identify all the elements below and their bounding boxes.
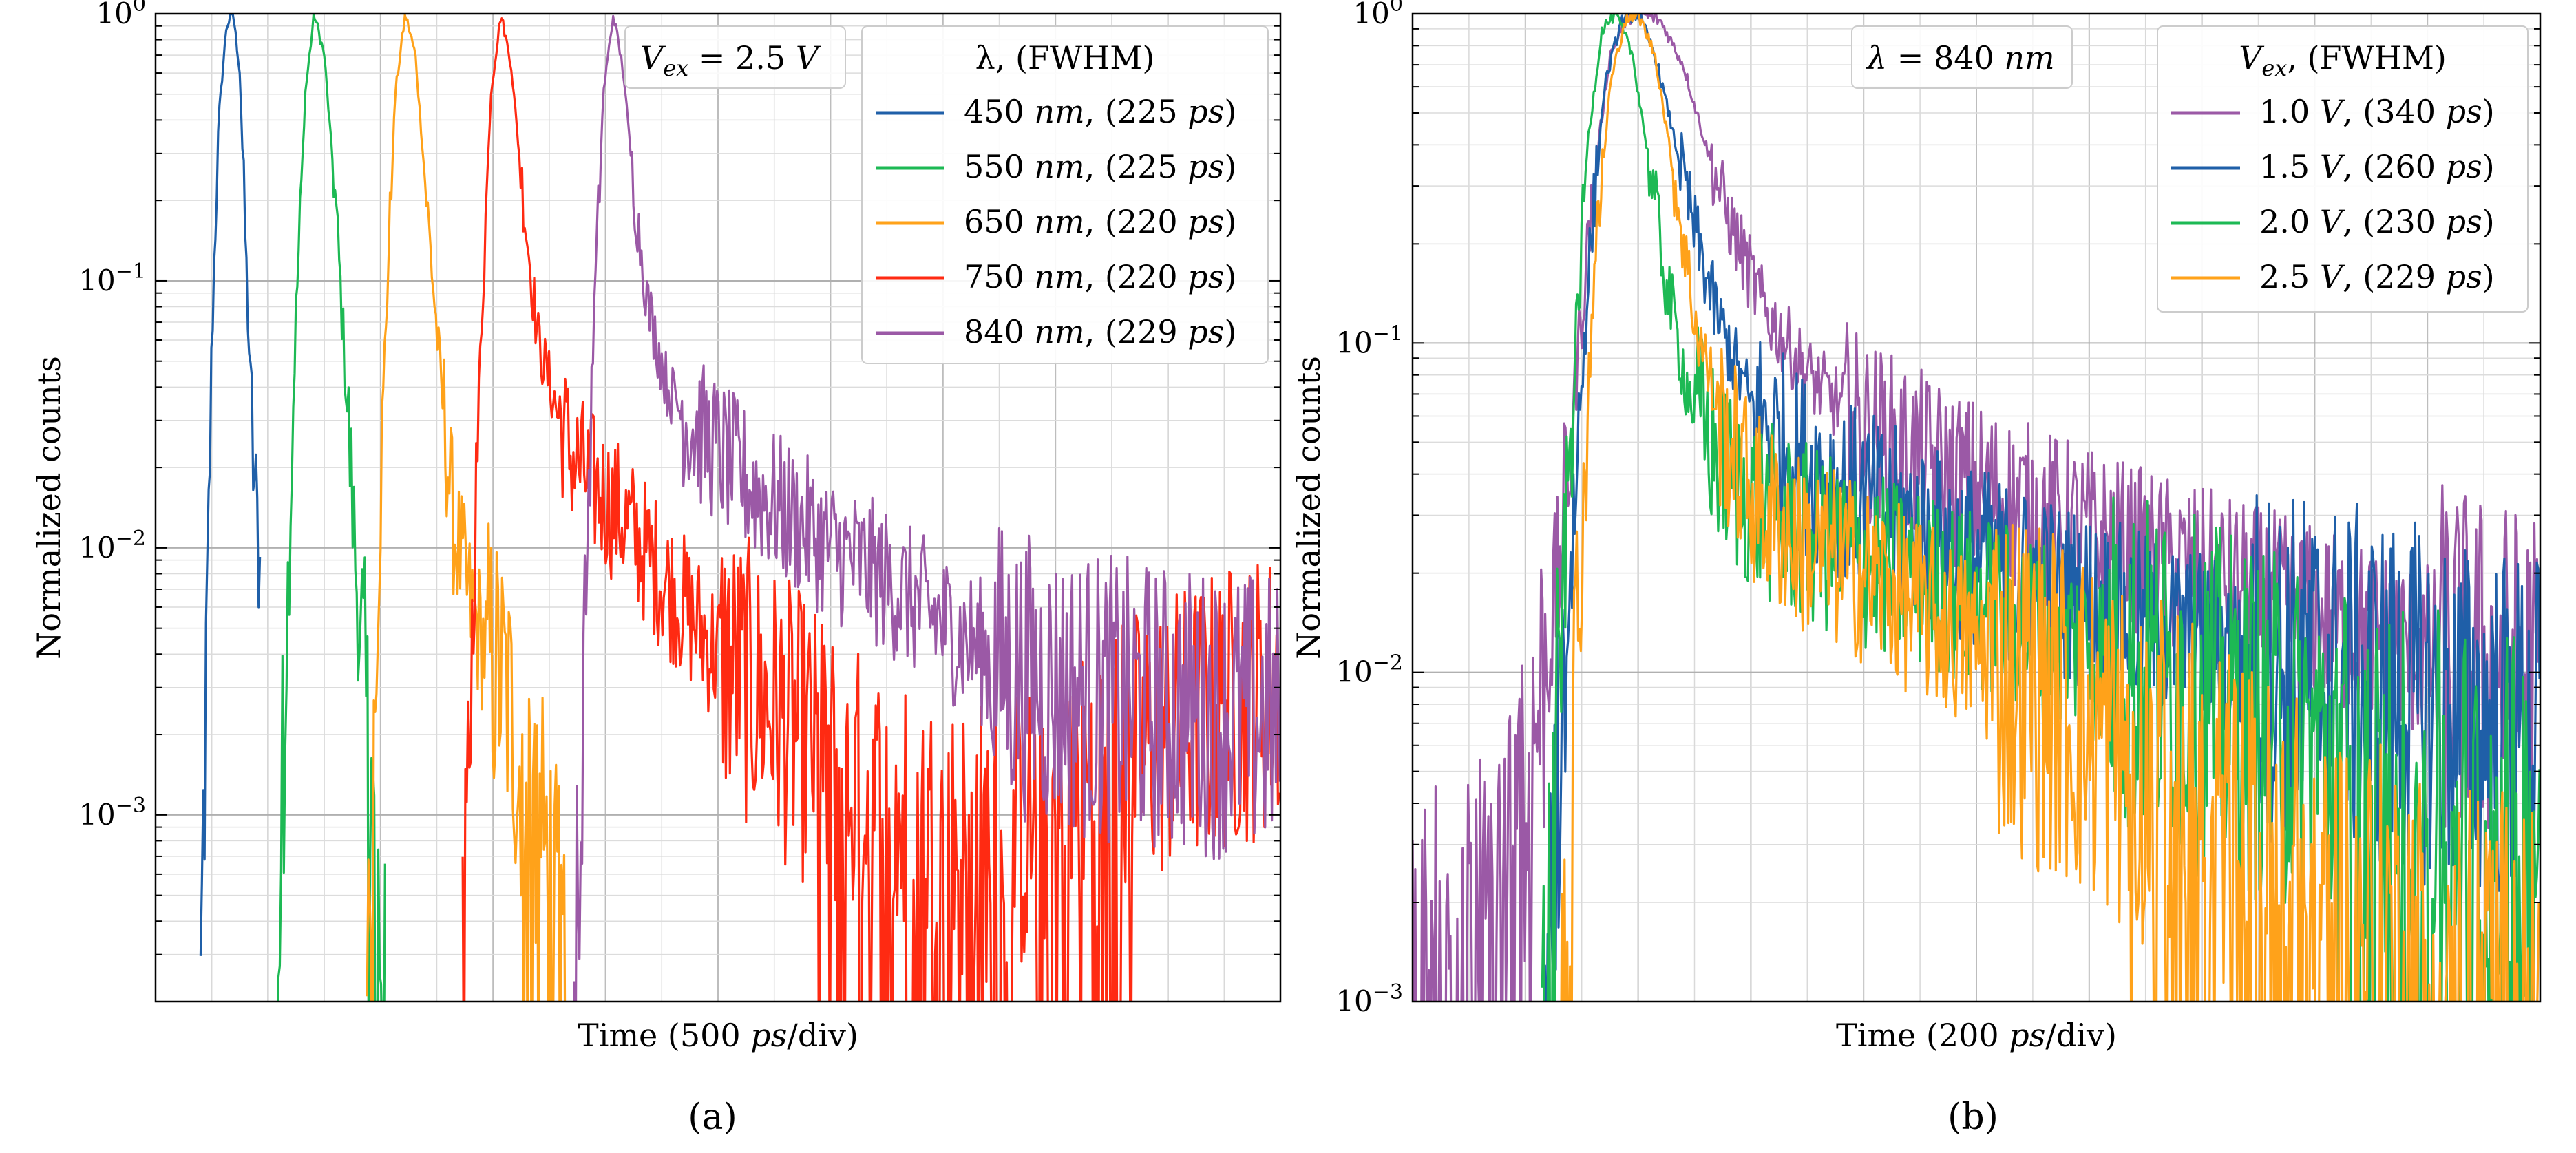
- series-line: [277, 14, 386, 1002]
- y-tick-label: 10−1: [78, 260, 146, 297]
- panel-b-series: [1413, 14, 2540, 1002]
- panel-b-chart: 100 10−1 10−2 10−3 Normalized counts Time (…: [1290, 0, 2542, 1054]
- panel-a-xlabel-post: /div): [787, 1017, 858, 1054]
- series-line: [461, 17, 1280, 1002]
- legend-entry-label: 2.0 V, (230 ps): [2259, 203, 2495, 240]
- panel-b-y-ticks: 100 10−1 10−2 10−3: [1335, 0, 2540, 1018]
- panel-b-annotation-text: λ = 840 nm: [1866, 39, 2055, 76]
- panel-b-annotation: λ = 840 nm: [1851, 25, 2073, 89]
- y-tick-label: 100: [96, 0, 146, 30]
- series-line: [1560, 14, 2540, 1002]
- legend-entry-label: 450 nm, (225 ps): [964, 93, 1236, 130]
- y-tick-label: 10−3: [78, 794, 146, 832]
- panel-b-xlabel-pre: Time (200: [1836, 1017, 2009, 1054]
- panel-b-xlabel-unit: ps: [2009, 1017, 2045, 1054]
- panel-a-annotation: Vex = 2.5 V: [624, 25, 846, 89]
- panel-a-xlabel-unit: ps: [750, 1017, 787, 1054]
- panel-b-legend: Vex, (FWHM) 1.0 V, (340 ps) 1.5 V, (260 p…: [2157, 25, 2529, 313]
- legend-entry-label: 2.5 V, (229 ps): [2259, 258, 2495, 295]
- y-tick-label: 10−2: [78, 527, 146, 564]
- panel-a-legend: λ, (FWHM) 450 nm, (225 ps) 550 nm, (225 p…: [861, 25, 1269, 364]
- series-line: [573, 14, 1280, 1002]
- panel-a-annotation-text: Vex = 2.5 V: [640, 39, 822, 81]
- panel-a-legend-title: λ, (FWHM): [975, 39, 1155, 76]
- y-tick-label: 10−1: [1335, 321, 1403, 359]
- panel-a-y-ticks: 100 10−1 10−2 10−3: [78, 0, 1280, 1002]
- panel-a-x-axis-label: Time (500 ps/div): [578, 1017, 858, 1054]
- panel-a-y-axis-label: Normalized counts: [30, 356, 67, 659]
- panel-b-xlabel-post: /div): [2045, 1017, 2117, 1054]
- panel-a-chart: 100 10−1 10−2 10−3 Normalized counts Time (…: [30, 0, 1282, 1054]
- panel-b-legend-title: Vex, (FWHM): [2239, 39, 2447, 81]
- panel-a-xlabel-pre: Time (500: [578, 1017, 750, 1054]
- panel-b-x-axis-label: Time (200 ps/div): [1836, 1017, 2117, 1054]
- legend-entry-label: 1.5 V, (260 ps): [2259, 148, 2495, 185]
- legend-entry-label: 550 nm, (225 ps): [964, 148, 1236, 185]
- panel-a-series: [199, 14, 1280, 1002]
- y-tick-label: 10−2: [1335, 651, 1403, 689]
- legend-entry-label: 1.0 V, (340 ps): [2259, 93, 2495, 130]
- y-tick-label: 10−3: [1335, 980, 1403, 1018]
- series-line: [366, 14, 567, 1002]
- caption-b: (b): [1947, 1097, 1998, 1138]
- panel-b-plot-frame: [1411, 12, 2542, 1003]
- panel-b-y-axis-label: Normalized counts: [1290, 356, 1327, 659]
- y-tick-label: 100: [1353, 0, 1403, 30]
- panel-a-plot-frame: [154, 12, 1282, 1003]
- legend-entry-label: 650 nm, (220 ps): [964, 203, 1236, 240]
- legend-entry-label: 750 nm, (220 ps): [964, 258, 1236, 295]
- legend-entry-label: 840 nm, (229 ps): [964, 313, 1236, 350]
- caption-a: (a): [688, 1097, 737, 1138]
